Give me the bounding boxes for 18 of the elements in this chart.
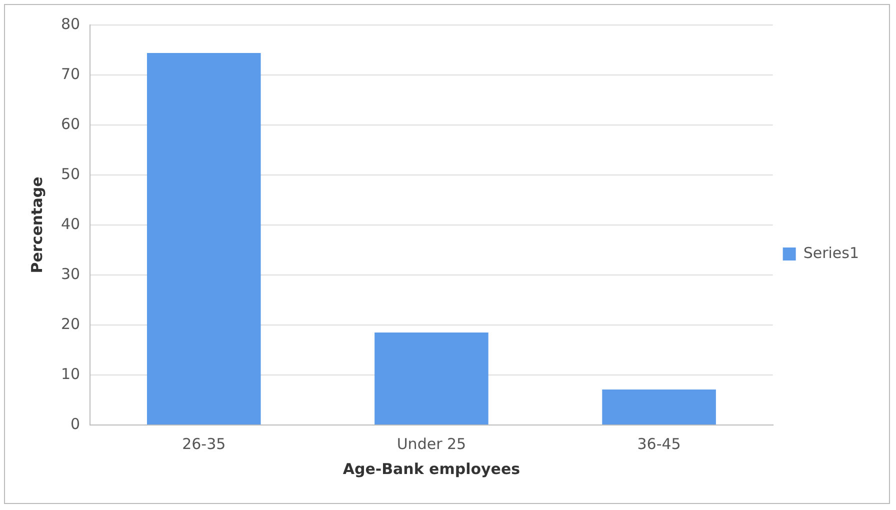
y-axis-title: Percentage bbox=[28, 176, 46, 274]
y-tick-label: 60 bbox=[60, 114, 80, 133]
bar bbox=[374, 332, 488, 424]
x-tick-label: 26-35 bbox=[182, 434, 226, 453]
y-tick-label: 0 bbox=[70, 414, 80, 433]
y-tick-label: 40 bbox=[60, 214, 80, 233]
bar bbox=[146, 53, 261, 424]
y-tick-label: 10 bbox=[60, 364, 80, 383]
legend-label: Series1 bbox=[803, 244, 859, 262]
y-tick-label: 20 bbox=[60, 314, 80, 333]
x-axis-title: Age-Bank employees bbox=[342, 460, 520, 478]
x-tick-label: Under 25 bbox=[396, 434, 466, 453]
y-tick-label: 30 bbox=[60, 264, 80, 283]
x-tick-label: 36-45 bbox=[637, 434, 681, 453]
y-tick-label: 80 bbox=[60, 14, 80, 33]
y-tick-label: 50 bbox=[60, 164, 80, 183]
y-tick-label: 70 bbox=[60, 64, 80, 83]
bar bbox=[602, 390, 716, 424]
